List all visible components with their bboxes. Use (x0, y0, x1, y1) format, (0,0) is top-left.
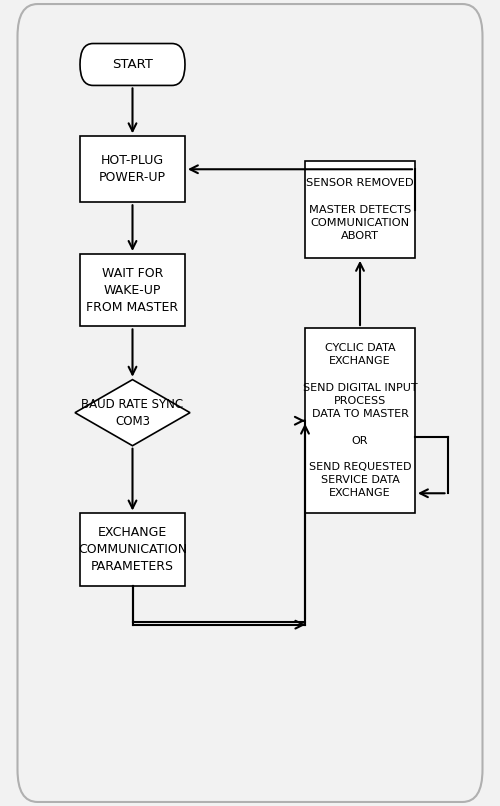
Bar (80, 254, 185, 326)
FancyBboxPatch shape (18, 4, 482, 802)
Text: BAUD RATE SYNC
COM3: BAUD RATE SYNC COM3 (82, 397, 184, 428)
Text: EXCHANGE
COMMUNICATION
PARAMETERS: EXCHANGE COMMUNICATION PARAMETERS (78, 526, 187, 573)
Text: START: START (112, 58, 153, 71)
Text: WAIT FOR
WAKE-UP
FROM MASTER: WAIT FOR WAKE-UP FROM MASTER (86, 267, 178, 314)
Text: HOT-PLUG
POWER-UP: HOT-PLUG POWER-UP (99, 154, 166, 185)
Text: CYCLIC DATA
EXCHANGE

SEND DIGITAL INPUT
PROCESS
DATA TO MASTER

OR

SEND REQUES: CYCLIC DATA EXCHANGE SEND DIGITAL INPUT … (302, 343, 418, 498)
FancyBboxPatch shape (80, 44, 185, 85)
Bar (80, 136, 185, 202)
Text: SENSOR REMOVED

MASTER DETECTS
COMMUNICATION
ABORT: SENSOR REMOVED MASTER DETECTS COMMUNICAT… (306, 178, 414, 241)
Bar (305, 328, 415, 513)
Bar (80, 513, 185, 586)
Bar (305, 161, 415, 258)
Polygon shape (75, 380, 190, 446)
